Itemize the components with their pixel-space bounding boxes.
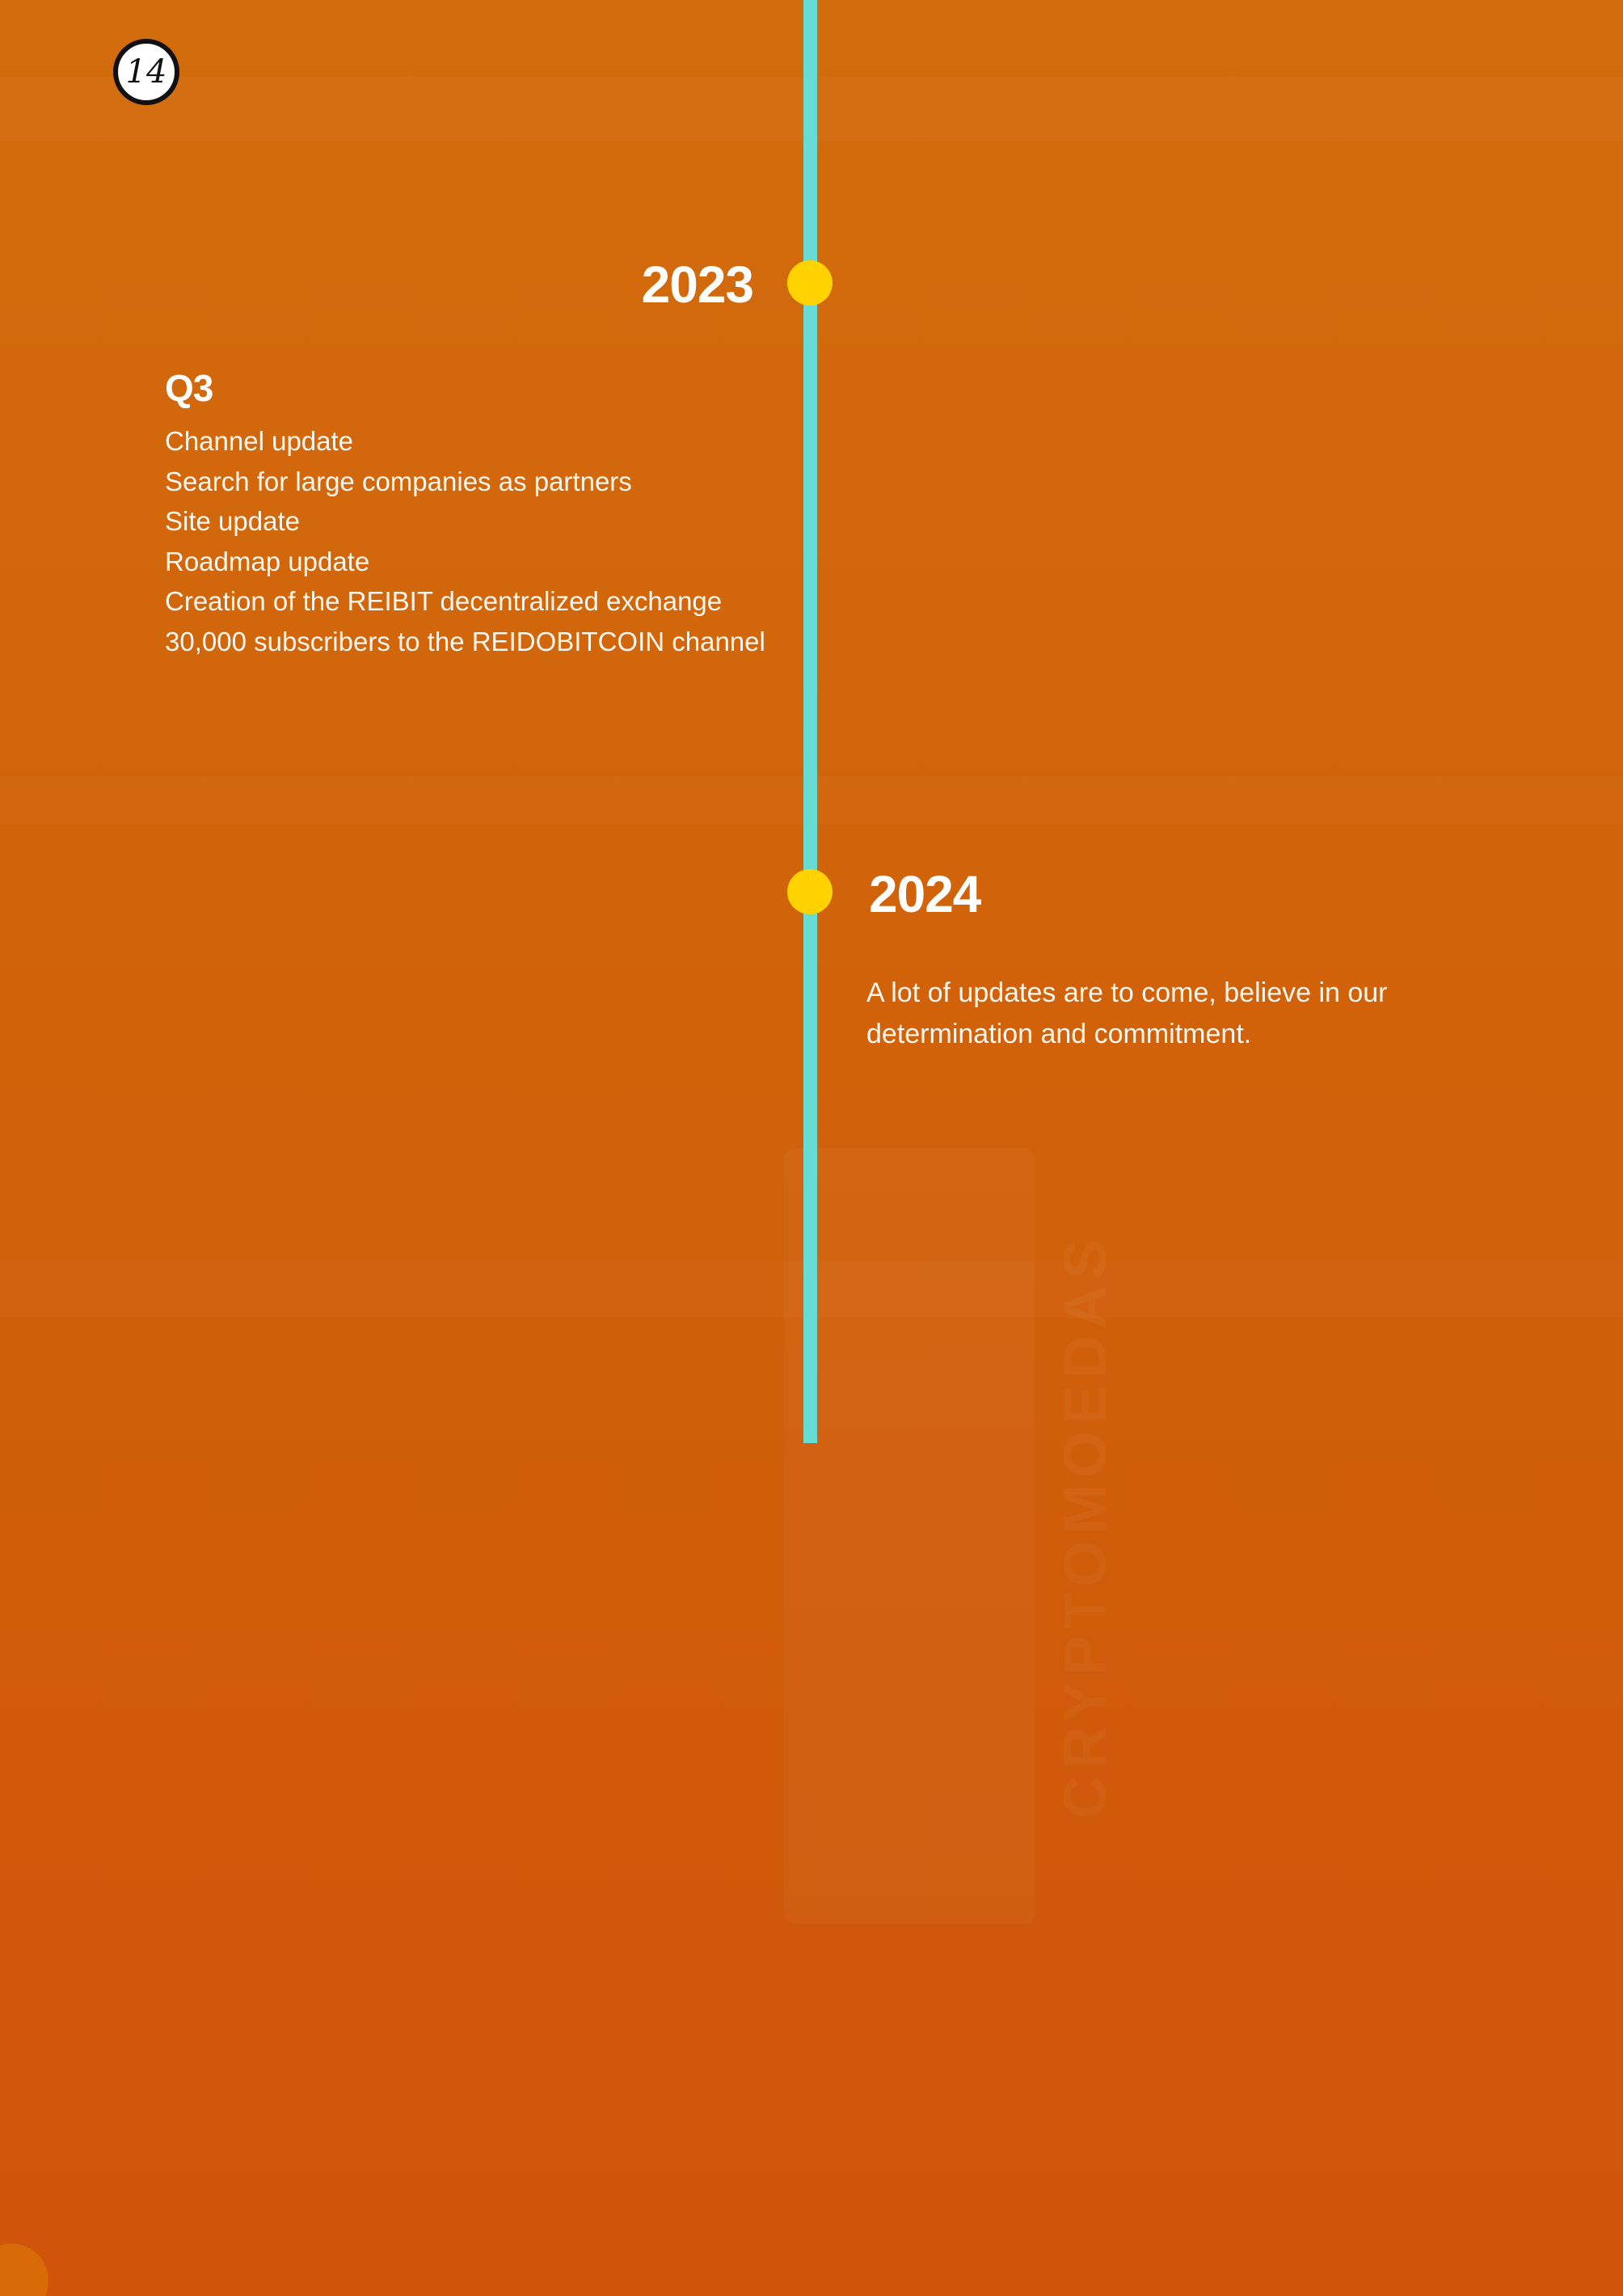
year-2024-description: A lot of updates are to come, believe in… — [866, 977, 1388, 1049]
corner-decoration — [0, 2243, 48, 2296]
list-item: Channel update — [165, 426, 354, 456]
year-heading-2023: 2023 — [641, 255, 754, 314]
timeline-dot-2024 — [787, 869, 833, 914]
list-item: Site update — [165, 506, 300, 536]
list-item: Creation of the REIBIT decentralized exc… — [165, 586, 723, 616]
year-heading-2024: 2024 — [869, 865, 981, 923]
page-number-badge: 14 — [113, 39, 179, 105]
watermark-text: CRYPTOMOEDAS — [1051, 1233, 1119, 1819]
roadmap-items-list: Channel update Search for large companie… — [165, 421, 765, 661]
list-item: Search for large companies as partners — [165, 466, 632, 496]
timeline-line — [803, 0, 817, 1443]
timeline-dot-2023 — [787, 260, 833, 306]
list-item: Roadmap update — [165, 546, 370, 576]
quarter-heading: Q3 — [165, 367, 213, 409]
watermark-shape — [784, 1148, 1035, 1924]
list-item: 30,000 subscribers to the REIDOBITCOIN c… — [165, 626, 765, 656]
page-number: 14 — [125, 53, 167, 91]
